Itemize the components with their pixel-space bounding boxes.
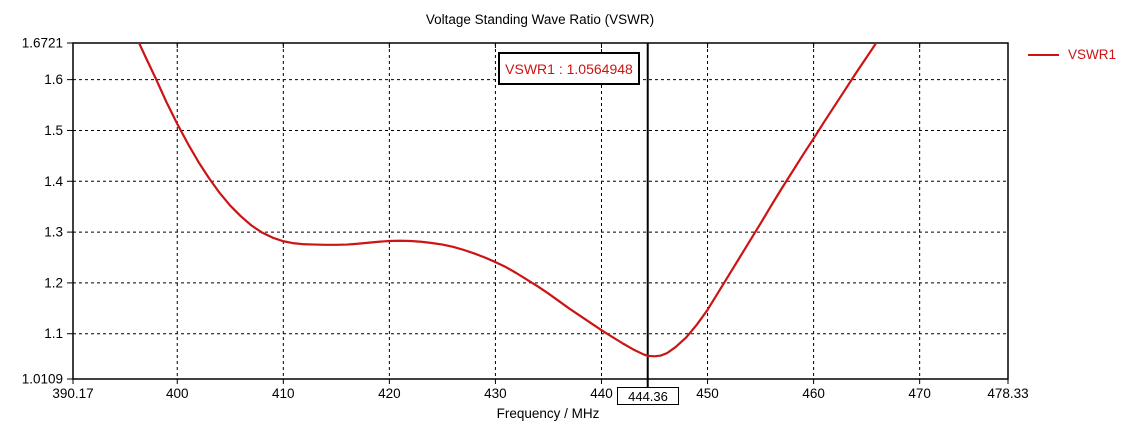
x-tick-label: 460: [802, 386, 825, 401]
x-tick-label: 450: [696, 386, 719, 401]
y-tick-label: 1.0109: [22, 372, 63, 387]
plot-border: [72, 42, 1009, 380]
y-tick-label: 1.6: [44, 72, 63, 87]
chart-title: Voltage Standing Wave Ratio (VSWR): [425, 12, 655, 27]
x-tick-label: 478.33: [987, 386, 1028, 401]
y-tick-label: 1.2: [44, 275, 63, 290]
x-axis-label: Frequency / MHz: [496, 406, 600, 421]
x-tick-label: 470: [908, 386, 931, 401]
vswr-curve: [137, 43, 878, 358]
legend-series-label: VSWR1: [1068, 47, 1117, 62]
y-tick-label: 1.3: [44, 225, 63, 240]
x-tick-label: 390.17: [52, 386, 93, 401]
y-tick-label: 1.6721: [22, 36, 63, 51]
y-tick-label: 1.5: [44, 123, 63, 138]
y-tick-label: 1.1: [44, 326, 63, 341]
marker-readout[interactable]: VSWR1 : 1.0564948: [498, 52, 640, 85]
marker-x-label[interactable]: 444.36: [617, 387, 679, 405]
x-tick-label: 410: [272, 386, 295, 401]
x-tick-label: 430: [484, 386, 507, 401]
x-tick-label: 440: [590, 386, 613, 401]
x-tick-label: 400: [166, 386, 189, 401]
legend: VSWR1: [1028, 47, 1116, 62]
y-tick-label: 1.4: [44, 174, 63, 189]
legend-line-swatch: [1028, 53, 1059, 56]
x-tick-label: 420: [378, 386, 401, 401]
